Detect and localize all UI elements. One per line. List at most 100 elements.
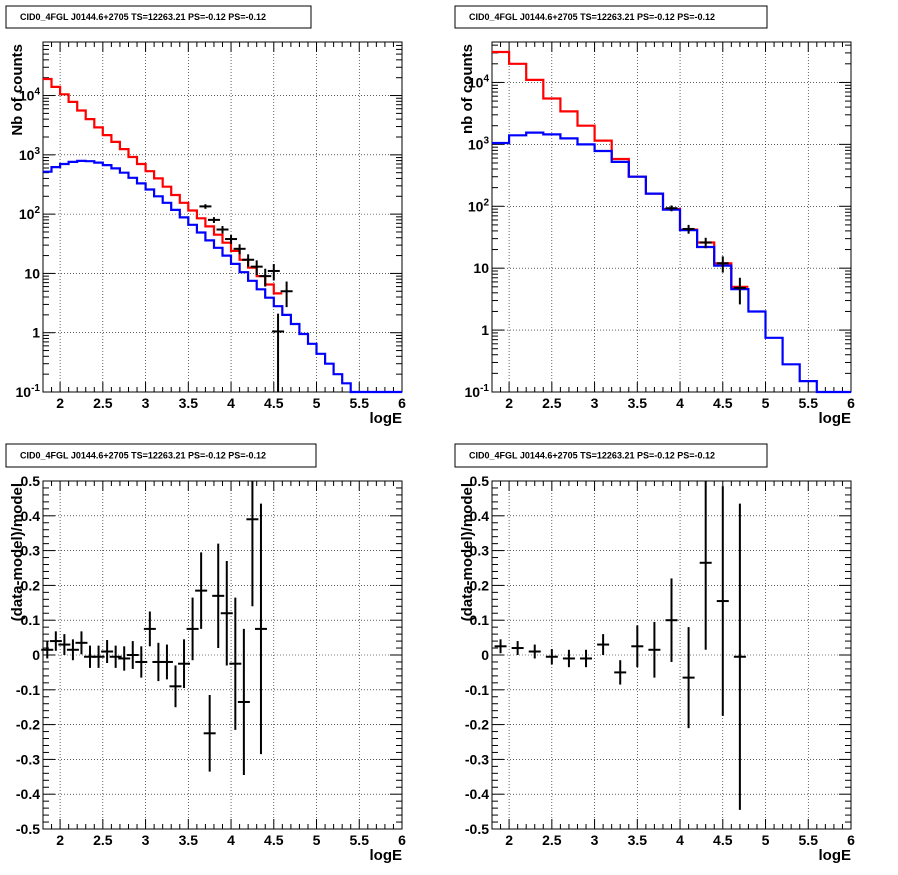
y-tick-label: -0.5 xyxy=(16,821,40,837)
y-tick-label: -0.5 xyxy=(465,821,489,837)
data-point xyxy=(229,597,242,730)
data-point xyxy=(225,234,238,244)
x-tick-label: 3.5 xyxy=(179,832,199,848)
x-tick-label: 2 xyxy=(56,832,64,848)
y-tick-label: 102 xyxy=(468,197,490,214)
data-point xyxy=(494,639,507,654)
x-tick-label: 3 xyxy=(591,395,599,411)
histogram-series-2 xyxy=(492,131,851,394)
chart-title: CID0_4FGL J0144.6+2705 TS=12263.21 PS=-0… xyxy=(20,451,266,461)
x-tick-label: 3 xyxy=(142,395,150,411)
grid xyxy=(43,481,402,829)
y-tick-label: -0.2 xyxy=(465,717,489,733)
y-tick-label: 0.4 xyxy=(21,508,41,524)
x-tick-label: 4.5 xyxy=(264,395,284,411)
data-point xyxy=(580,649,593,668)
x-tick-label: 5 xyxy=(313,395,321,411)
title-box xyxy=(5,443,317,468)
y-tick-label: 0 xyxy=(481,647,489,663)
x-tick-label: 5 xyxy=(762,395,770,411)
y-tick-label: 0.1 xyxy=(470,612,490,628)
x-tick-label: 6 xyxy=(847,832,855,848)
x-tick-label: 6 xyxy=(398,832,406,848)
y-tick-label: -0.3 xyxy=(16,751,40,767)
data-point xyxy=(126,641,139,669)
x-tick-label: 6 xyxy=(398,395,406,411)
histogram-series-1 xyxy=(43,77,283,295)
y-tick-label: 103 xyxy=(19,146,41,163)
x-tick-label: 5.5 xyxy=(350,395,370,411)
data-point xyxy=(665,578,678,662)
data-point xyxy=(682,627,695,729)
x-axis-label: logE xyxy=(819,410,852,427)
chart-panel-3: CID0_4FGL J0144.6+2705 TS=12263.21 PS=-0… xyxy=(5,443,406,864)
data-point xyxy=(49,631,62,651)
x-tick-label: 2.5 xyxy=(93,832,113,848)
data-point xyxy=(562,649,575,668)
y-tick-label: 10 xyxy=(24,265,40,281)
data-point xyxy=(597,634,610,655)
y-axis-label: (data-model)/model xyxy=(9,483,26,621)
y-tick-label: -0.3 xyxy=(465,751,489,767)
x-tick-label: 5 xyxy=(313,832,321,848)
data-point xyxy=(41,641,54,659)
y-tick-label: -0.2 xyxy=(16,717,40,733)
data-point xyxy=(220,561,233,666)
x-tick-label: 3 xyxy=(591,832,599,848)
data-point xyxy=(254,503,267,755)
y-tick-label: 0.3 xyxy=(21,543,41,559)
title-box xyxy=(5,5,312,29)
plot-frame xyxy=(42,41,403,393)
y-tick-label: -0.4 xyxy=(16,786,40,802)
y-tick-label: 104 xyxy=(468,73,490,90)
data-point xyxy=(665,205,678,212)
y-tick-label: 0.5 xyxy=(470,473,490,489)
chart-panel-2: CID0_4FGL J0144.6+2705 TS=12263.21 PS=-0… xyxy=(454,5,855,427)
x-axis-label: logE xyxy=(819,847,852,864)
data-point xyxy=(614,660,627,685)
chart-title: CID0_4FGL J0144.6+2705 TS=12263.21 PS=-0… xyxy=(20,12,266,22)
data-point xyxy=(118,646,131,671)
x-tick-label: 4 xyxy=(227,395,235,411)
title-box xyxy=(454,5,768,29)
x-tick-label: 2.5 xyxy=(93,395,113,411)
x-tick-label: 4.5 xyxy=(713,832,733,848)
data-point xyxy=(733,503,746,810)
grid xyxy=(43,42,402,392)
data-point xyxy=(716,486,729,716)
data-point xyxy=(699,481,712,650)
data-point xyxy=(631,625,644,668)
data-point xyxy=(267,264,280,281)
data-points xyxy=(665,205,746,305)
x-tick-label: 5 xyxy=(762,832,770,848)
data-point xyxy=(101,640,114,664)
chart-panel-1: CID0_4FGL J0144.6+2705 TS=12263.21 PS=-0… xyxy=(5,5,406,427)
histogram-series-1 xyxy=(492,50,749,288)
x-tick-label: 2 xyxy=(56,395,64,411)
x-tick-label: 3.5 xyxy=(179,395,199,411)
x-tick-label: 5.5 xyxy=(799,395,819,411)
data-point xyxy=(259,268,272,287)
data-point xyxy=(272,313,285,392)
data-point xyxy=(250,260,263,276)
data-point xyxy=(186,597,199,661)
y-tick-label: -0.1 xyxy=(16,682,40,698)
x-tick-label: 3 xyxy=(142,832,150,848)
histogram-series-2 xyxy=(43,159,402,394)
data-point xyxy=(246,481,259,607)
x-tick-label: 2.5 xyxy=(542,395,562,411)
data-point xyxy=(233,244,246,255)
y-tick-label: 103 xyxy=(468,135,490,152)
y-tick-label: 0 xyxy=(32,647,40,663)
x-tick-label: 4 xyxy=(676,832,684,848)
title-box xyxy=(454,443,768,468)
data-point xyxy=(58,634,71,655)
x-tick-label: 3.5 xyxy=(628,395,648,411)
data-point xyxy=(242,254,255,267)
y-tick-label: 0.1 xyxy=(21,612,41,628)
y-axis-label: (data-model)/model xyxy=(459,483,476,621)
plot-frame xyxy=(491,41,852,393)
data-point xyxy=(207,217,220,223)
data-point xyxy=(511,641,524,655)
